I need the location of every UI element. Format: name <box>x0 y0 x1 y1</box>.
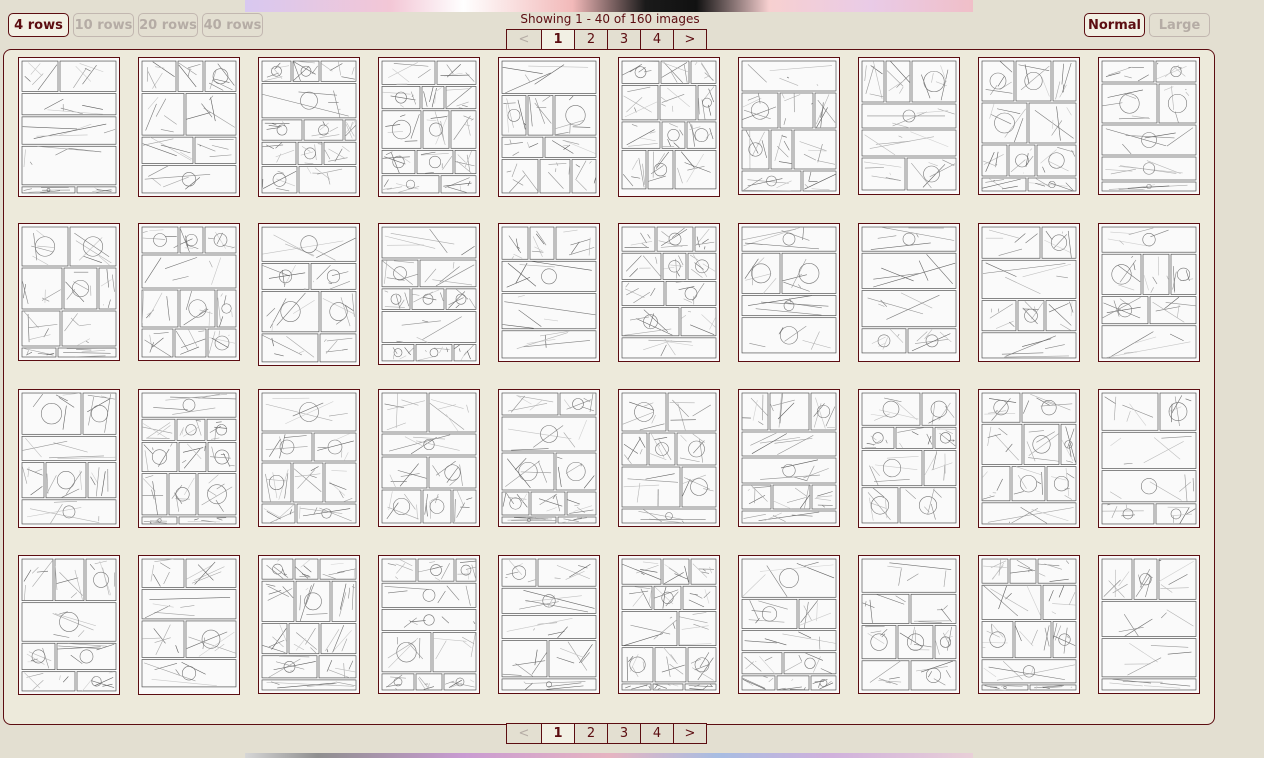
gallery-thumbnail[interactable] <box>498 223 600 362</box>
gallery-thumbnail[interactable] <box>858 223 960 362</box>
pager-bottom: < 1 2 3 4 > <box>506 723 707 744</box>
gallery-thumbnail[interactable] <box>18 223 120 361</box>
gallery-thumbnail[interactable] <box>18 555 120 695</box>
gallery-thumbnail[interactable] <box>618 223 720 362</box>
pager-prev-button[interactable]: < <box>506 29 542 50</box>
pager-page-4[interactable]: 4 <box>640 29 674 50</box>
gallery-thumbnail[interactable] <box>378 389 480 527</box>
rows-4-button[interactable]: 4 rows <box>8 13 69 37</box>
pager-page-1[interactable]: 1 <box>541 723 575 744</box>
gallery-thumbnail[interactable] <box>1098 389 1200 528</box>
gallery-thumbnail[interactable] <box>138 389 240 528</box>
gallery-thumbnail[interactable] <box>498 555 600 694</box>
size-normal-button[interactable]: Normal <box>1084 13 1145 37</box>
gallery-thumbnail[interactable] <box>498 57 600 197</box>
pager-prev-button[interactable]: < <box>506 723 542 744</box>
gallery-thumbnail[interactable] <box>738 555 840 694</box>
showing-count-text: Showing 1 - 40 of 160 images <box>520 12 700 26</box>
gallery-thumbnail[interactable] <box>258 57 360 197</box>
size-large-button[interactable]: Large <box>1149 13 1210 37</box>
gallery-thumbnail[interactable] <box>978 555 1080 694</box>
gallery-thumbnail[interactable] <box>738 57 840 195</box>
gallery-thumbnail[interactable] <box>1098 555 1200 694</box>
gallery-thumbnail[interactable] <box>978 389 1080 528</box>
gallery-thumbnail[interactable] <box>1098 57 1200 195</box>
gallery-thumbnail[interactable] <box>138 223 240 361</box>
gallery-thumbnail[interactable] <box>618 555 720 694</box>
gallery-thumbnail[interactable] <box>618 57 720 197</box>
pager-page-2[interactable]: 2 <box>574 723 608 744</box>
pager-page-2[interactable]: 2 <box>574 29 608 50</box>
gallery-thumbnail[interactable] <box>18 57 120 197</box>
gallery-thumbnail[interactable] <box>378 57 480 197</box>
gallery-thumbnail[interactable] <box>858 389 960 528</box>
gallery-thumbnail[interactable] <box>138 555 240 695</box>
gallery-thumbnail[interactable] <box>138 57 240 197</box>
pager-page-3[interactable]: 3 <box>607 723 641 744</box>
gallery-thumbnail[interactable] <box>858 57 960 195</box>
gallery-thumbnail[interactable] <box>858 555 960 694</box>
gallery-thumbnail[interactable] <box>978 223 1080 362</box>
pager-top: < 1 2 3 4 > <box>506 29 707 50</box>
gallery-thumbnail[interactable] <box>978 57 1080 195</box>
gallery-thumbnail[interactable] <box>498 389 600 527</box>
gallery-thumbnail[interactable] <box>258 389 360 527</box>
pager-page-4[interactable]: 4 <box>640 723 674 744</box>
pager-page-3[interactable]: 3 <box>607 29 641 50</box>
rows-40-button[interactable]: 40 rows <box>202 13 263 37</box>
gallery-thumbnail[interactable] <box>378 223 480 365</box>
gallery-thumbnail[interactable] <box>258 223 360 366</box>
thumbnail-gallery <box>3 49 1215 725</box>
gallery-thumbnail[interactable] <box>618 389 720 527</box>
gallery-thumbnail[interactable] <box>18 389 120 528</box>
pager-next-button[interactable]: > <box>673 723 707 744</box>
pager-next-button[interactable]: > <box>673 29 707 50</box>
gallery-thumbnail[interactable] <box>258 555 360 694</box>
gallery-thumbnail[interactable] <box>738 223 840 362</box>
bottom-banner-image[interactable] <box>245 753 973 758</box>
rows-20-button[interactable]: 20 rows <box>138 13 198 37</box>
gallery-thumbnail[interactable] <box>378 555 480 694</box>
gallery-thumbnail[interactable] <box>738 389 840 527</box>
rows-10-button[interactable]: 10 rows <box>73 13 134 37</box>
top-banner-image[interactable] <box>245 0 973 12</box>
pager-page-1[interactable]: 1 <box>541 29 575 50</box>
gallery-thumbnail[interactable] <box>1098 223 1200 362</box>
